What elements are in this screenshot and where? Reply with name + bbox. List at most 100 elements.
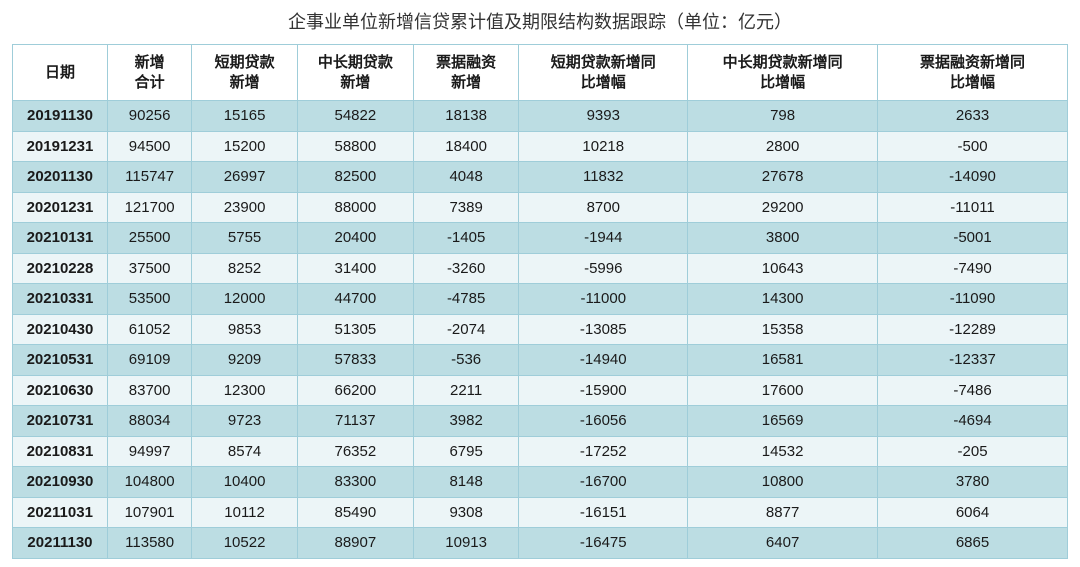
cell-bill: 9308 <box>413 497 519 528</box>
cell-short_yoy: -16700 <box>519 467 688 498</box>
cell-short: 9209 <box>192 345 298 376</box>
cell-mlong_yoy: 6407 <box>688 528 878 559</box>
table-row: 2021103110790110112854909308-16151887760… <box>13 497 1068 528</box>
cell-date: 20201130 <box>13 162 108 193</box>
header-text: 新增 <box>451 74 481 91</box>
cell-bill_yoy: -500 <box>878 131 1068 162</box>
cell-total: 90256 <box>107 101 191 132</box>
cell-total: 69109 <box>107 345 191 376</box>
cell-mlong_yoy: 15358 <box>688 314 878 345</box>
cell-date: 20210228 <box>13 253 108 284</box>
header-text: 票据融资 <box>436 54 496 71</box>
cell-mlong_yoy: 10800 <box>688 467 878 498</box>
cell-short: 15200 <box>192 131 298 162</box>
table-body: 2019113090256151655482218138939379826332… <box>13 101 1068 559</box>
cell-bill_yoy: -7490 <box>878 253 1068 284</box>
col-header-date: 日期 <box>13 45 108 101</box>
cell-mlong_yoy: 2800 <box>688 131 878 162</box>
cell-short: 10112 <box>192 497 298 528</box>
cell-date: 20211130 <box>13 528 108 559</box>
cell-total: 37500 <box>107 253 191 284</box>
cell-mlong_yoy: 16581 <box>688 345 878 376</box>
table-row: 20201130115747269978250040481183227678-1… <box>13 162 1068 193</box>
cell-bill_yoy: -7486 <box>878 375 1068 406</box>
cell-short_yoy: 11832 <box>519 162 688 193</box>
cell-short_yoy: 9393 <box>519 101 688 132</box>
cell-date: 20210630 <box>13 375 108 406</box>
cell-date: 20210331 <box>13 284 108 315</box>
cell-total: 61052 <box>107 314 191 345</box>
cell-mlong_yoy: 16569 <box>688 406 878 437</box>
col-header-short_yoy: 短期贷款新增同比增幅 <box>519 45 688 101</box>
cell-date: 20210831 <box>13 436 108 467</box>
cell-mlong: 88000 <box>297 192 413 223</box>
table-row: 20210731880349723711373982-1605616569-46… <box>13 406 1068 437</box>
cell-short_yoy: -16151 <box>519 497 688 528</box>
cell-bill: 7389 <box>413 192 519 223</box>
cell-total: 113580 <box>107 528 191 559</box>
table-row: 202106308370012300662002211-1590017600-7… <box>13 375 1068 406</box>
col-header-mlong_yoy: 中长期贷款新增同比增幅 <box>688 45 878 101</box>
table-row: 2021022837500825231400-3260-599610643-74… <box>13 253 1068 284</box>
header-row: 日期新增合计短期贷款新增中长期贷款新增票据融资新增短期贷款新增同比增幅中长期贷款… <box>13 45 1068 101</box>
col-header-total: 新增合计 <box>107 45 191 101</box>
header-text: 比增幅 <box>950 74 995 91</box>
header-text: 短期贷款 <box>215 54 275 71</box>
cell-bill: 8148 <box>413 467 519 498</box>
page-title: 企事业单位新增信贷累计值及期限结构数据跟踪（单位：亿元） <box>12 8 1068 34</box>
table-row: 2021053169109920957833-536-1494016581-12… <box>13 345 1068 376</box>
cell-short_yoy: -11000 <box>519 284 688 315</box>
cell-short: 5755 <box>192 223 298 254</box>
col-header-bill: 票据融资新增 <box>413 45 519 101</box>
cell-mlong: 76352 <box>297 436 413 467</box>
cell-total: 25500 <box>107 223 191 254</box>
cell-short_yoy: -15900 <box>519 375 688 406</box>
cell-date: 20210731 <box>13 406 108 437</box>
cell-mlong: 57833 <box>297 345 413 376</box>
cell-bill: 2211 <box>413 375 519 406</box>
cell-short_yoy: -14940 <box>519 345 688 376</box>
table-head: 日期新增合计短期贷款新增中长期贷款新增票据融资新增短期贷款新增同比增幅中长期贷款… <box>13 45 1068 101</box>
cell-bill: -536 <box>413 345 519 376</box>
cell-short_yoy: -16056 <box>519 406 688 437</box>
cell-mlong: 20400 <box>297 223 413 254</box>
header-text: 新增 <box>340 74 370 91</box>
col-header-short: 短期贷款新增 <box>192 45 298 101</box>
header-text: 合计 <box>135 74 165 91</box>
cell-bill: 18138 <box>413 101 519 132</box>
cell-mlong_yoy: 17600 <box>688 375 878 406</box>
cell-mlong_yoy: 14300 <box>688 284 878 315</box>
cell-mlong_yoy: 3800 <box>688 223 878 254</box>
cell-mlong: 54822 <box>297 101 413 132</box>
cell-short_yoy: 10218 <box>519 131 688 162</box>
cell-bill_yoy: -12337 <box>878 345 1068 376</box>
cell-bill: 3982 <box>413 406 519 437</box>
cell-bill_yoy: -11011 <box>878 192 1068 223</box>
cell-short: 10400 <box>192 467 298 498</box>
cell-short: 26997 <box>192 162 298 193</box>
cell-short_yoy: 8700 <box>519 192 688 223</box>
cell-short_yoy: -17252 <box>519 436 688 467</box>
cell-bill_yoy: -205 <box>878 436 1068 467</box>
cell-mlong: 82500 <box>297 162 413 193</box>
cell-bill_yoy: 2633 <box>878 101 1068 132</box>
cell-date: 20210930 <box>13 467 108 498</box>
cell-bill: 18400 <box>413 131 519 162</box>
cell-bill_yoy: -14090 <box>878 162 1068 193</box>
table-row: 201911309025615165548221813893937982633 <box>13 101 1068 132</box>
cell-short: 9723 <box>192 406 298 437</box>
cell-short: 12000 <box>192 284 298 315</box>
cell-mlong_yoy: 8877 <box>688 497 878 528</box>
cell-short_yoy: -5996 <box>519 253 688 284</box>
cell-mlong: 44700 <box>297 284 413 315</box>
table-row: 20210331535001200044700-4785-1100014300-… <box>13 284 1068 315</box>
cell-mlong_yoy: 10643 <box>688 253 878 284</box>
cell-date: 20201231 <box>13 192 108 223</box>
cell-bill: 6795 <box>413 436 519 467</box>
header-text: 新增 <box>230 74 260 91</box>
cell-mlong: 51305 <box>297 314 413 345</box>
cell-total: 83700 <box>107 375 191 406</box>
cell-total: 104800 <box>107 467 191 498</box>
cell-date: 20191231 <box>13 131 108 162</box>
cell-total: 115747 <box>107 162 191 193</box>
